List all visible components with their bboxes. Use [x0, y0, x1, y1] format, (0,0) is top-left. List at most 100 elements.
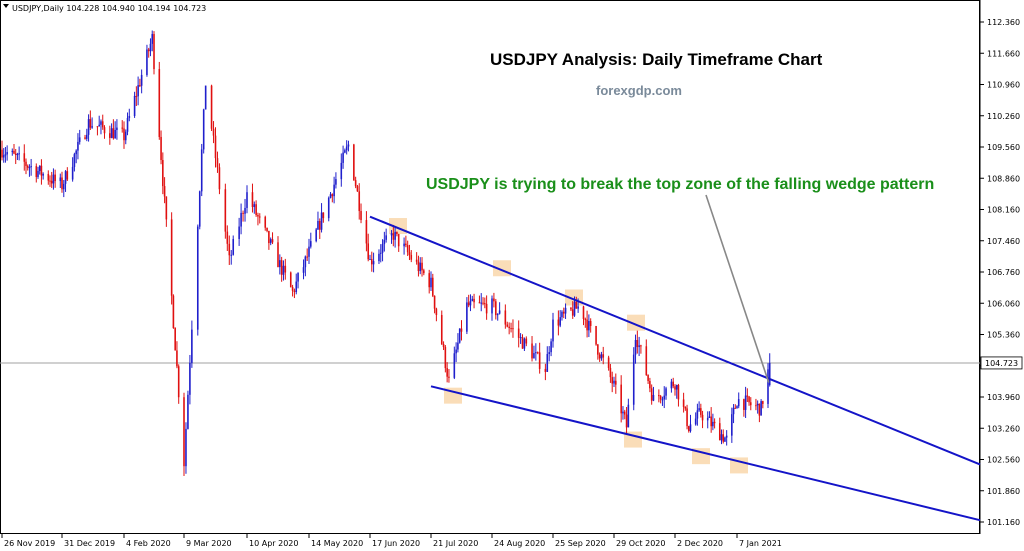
candle-body: [253, 204, 256, 207]
candle-body: [725, 435, 728, 438]
candle: [379, 244, 382, 263]
candle: [187, 390, 189, 430]
candle: [347, 140, 350, 152]
candle: [396, 231, 398, 237]
candle: [128, 108, 131, 122]
candle-body: [720, 434, 723, 441]
candle: [659, 394, 662, 404]
candle-body: [30, 166, 32, 168]
candle-body: [309, 241, 312, 247]
candle: [114, 121, 116, 139]
candle: [230, 250, 233, 265]
candle-body: [446, 368, 448, 377]
candle-body: [419, 262, 422, 272]
candle: [713, 418, 716, 429]
candle: [652, 386, 655, 402]
candle: [700, 403, 702, 418]
candle-body: [550, 341, 552, 353]
candle: [517, 320, 520, 348]
candle-body: [282, 265, 285, 275]
candle: [686, 404, 688, 430]
candle-body: [64, 171, 67, 184]
candle: [595, 325, 597, 346]
candle-body: [749, 402, 752, 406]
candle-body: [746, 395, 749, 397]
candle-body: [210, 85, 213, 129]
candle: [406, 240, 409, 257]
candle: [47, 170, 50, 185]
candle: [96, 126, 99, 136]
candle-body: [295, 281, 298, 292]
candle-body: [42, 173, 44, 176]
candle-body: [71, 166, 74, 180]
candle: [214, 127, 217, 168]
candle-body: [670, 381, 673, 389]
candle-body: [112, 128, 115, 139]
candle: [66, 167, 69, 181]
candle: [198, 190, 201, 230]
candle: [397, 233, 400, 252]
candle-body: [473, 298, 475, 303]
candle-body: [26, 165, 29, 168]
candle: [674, 384, 676, 396]
candle: [340, 153, 343, 187]
candle-body: [370, 259, 373, 265]
candle: [508, 322, 510, 335]
candle: [749, 397, 752, 411]
y-tick-label: 105.360: [987, 331, 1020, 340]
candle-body: [433, 295, 436, 309]
candle-body: [689, 424, 692, 432]
x-tick-label: 26 Nov 2019: [4, 539, 55, 548]
candle: [185, 422, 187, 474]
candle-body: [623, 411, 626, 415]
candle-body: [128, 115, 131, 118]
candle: [736, 405, 738, 409]
candle: [609, 363, 612, 383]
candle: [170, 212, 173, 305]
candle-body: [586, 319, 588, 331]
candle-body: [588, 320, 590, 331]
candle-body: [661, 399, 664, 401]
symbol-header: USDJPY,Daily 104.228 104.940 104.194 104…: [3, 4, 206, 13]
candle: [297, 272, 299, 289]
x-tick-label: 7 Jan 2021: [739, 539, 782, 548]
candle: [121, 120, 124, 133]
candle: [126, 112, 129, 136]
candle-body: [257, 214, 259, 217]
lower-touch-highlight: [730, 457, 748, 474]
candle-body: [768, 362, 771, 386]
candle-body: [198, 191, 201, 227]
candle-body: [383, 239, 386, 245]
candle: [342, 145, 344, 169]
candle: [302, 259, 305, 280]
candle: [458, 328, 461, 344]
candle-body: [162, 160, 164, 187]
candle-body: [575, 301, 578, 309]
lower-touch-highlight: [444, 387, 462, 404]
candle-body: [109, 133, 111, 138]
candle-body: [153, 34, 155, 70]
candle-body: [677, 384, 680, 400]
candle-body: [365, 220, 368, 244]
candle-body: [607, 357, 610, 368]
falling-wedge: [369, 215, 981, 522]
candle-body: [632, 354, 635, 405]
current-price-badge: 104.723: [980, 356, 1023, 370]
candle-body: [37, 170, 39, 177]
candle: [226, 225, 229, 251]
y-tick-label: 101.160: [987, 518, 1020, 527]
candle-body: [335, 179, 337, 185]
candle-body: [358, 191, 361, 212]
candle: [291, 284, 294, 297]
candle: [732, 404, 735, 424]
candle-body: [379, 252, 382, 254]
candle-body: [149, 43, 152, 52]
candle: [216, 151, 219, 173]
candle-body: [216, 158, 219, 168]
candle: [480, 293, 483, 312]
candle: [344, 148, 346, 154]
candle-body: [597, 344, 599, 355]
candle-body: [212, 128, 215, 136]
candle-body: [562, 311, 565, 314]
candle-body: [86, 134, 88, 139]
